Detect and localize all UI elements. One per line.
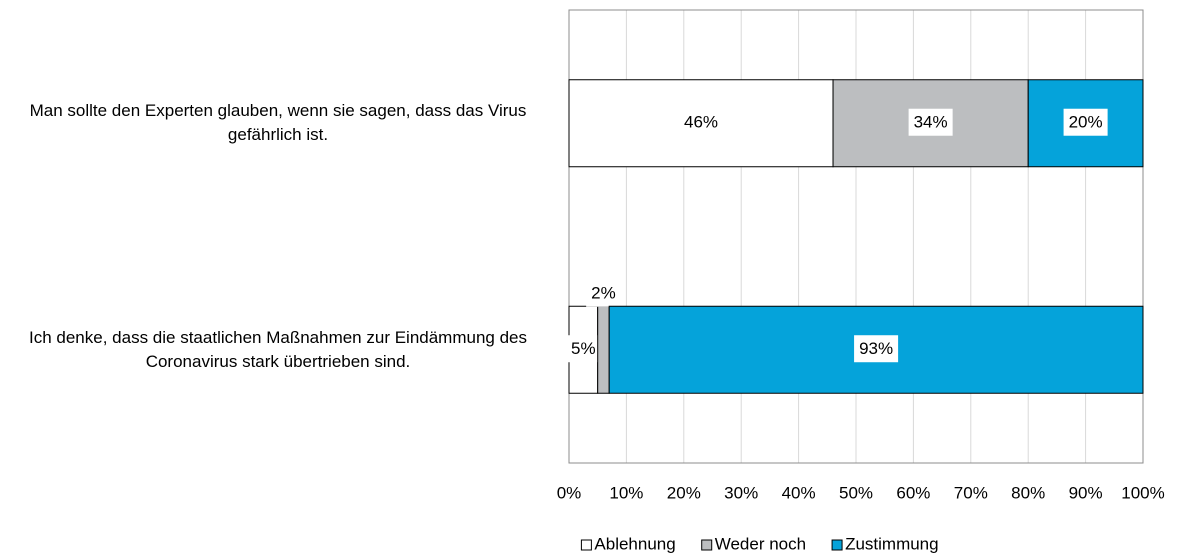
data-label-group: 34% xyxy=(908,108,953,136)
x-tick-label: 30% xyxy=(724,483,758,502)
data-label-group: 20% xyxy=(1063,108,1108,136)
data-label: 34% xyxy=(914,113,948,132)
data-label-group: 2% xyxy=(586,279,621,307)
data-label: 2% xyxy=(591,284,616,303)
legend-swatch xyxy=(831,539,843,551)
data-label-group: 46% xyxy=(679,108,724,136)
data-label-bg xyxy=(1063,108,1108,136)
grid xyxy=(568,10,1144,463)
x-tick-label: 50% xyxy=(839,483,873,502)
data-label-bg xyxy=(566,335,601,363)
x-tick-label: 10% xyxy=(609,483,643,502)
bar-segment xyxy=(597,305,610,394)
data-label: 46% xyxy=(684,113,718,132)
data-label-bg xyxy=(679,108,724,136)
x-tick-label: 80% xyxy=(1011,483,1045,502)
plot-border xyxy=(568,9,1144,464)
legend-label: Ablehnung xyxy=(594,534,675,553)
data-label-bg xyxy=(854,335,899,363)
data-label: 20% xyxy=(1069,113,1103,132)
data-label-group: 5% xyxy=(566,335,601,363)
x-tick-label: 90% xyxy=(1069,483,1103,502)
x-tick-label: 100% xyxy=(1121,483,1164,502)
x-tick-label: 60% xyxy=(896,483,930,502)
legend-label: Zustimmung xyxy=(845,534,939,553)
legend-swatch xyxy=(580,539,592,551)
legend-label: Weder noch xyxy=(715,534,806,553)
category-label: Ich denke, dass die staatlichen Maßnahme… xyxy=(29,327,527,371)
data-label-bg xyxy=(908,108,953,136)
category-label: Man sollte den Experten glauben, wenn si… xyxy=(29,101,527,145)
legend-swatch xyxy=(701,539,713,551)
data-label: 5% xyxy=(571,339,596,358)
data-label-group: 93% xyxy=(854,335,899,363)
x-tick-label: 40% xyxy=(782,483,816,502)
legend: Ablehnung Weder noch Zustimmung xyxy=(580,534,939,553)
x-tick-label: 20% xyxy=(667,483,701,502)
data-label-bg xyxy=(586,279,621,307)
x-tick-label: 70% xyxy=(954,483,988,502)
x-tick-label: 0% xyxy=(557,483,582,502)
data-label: 93% xyxy=(859,339,893,358)
